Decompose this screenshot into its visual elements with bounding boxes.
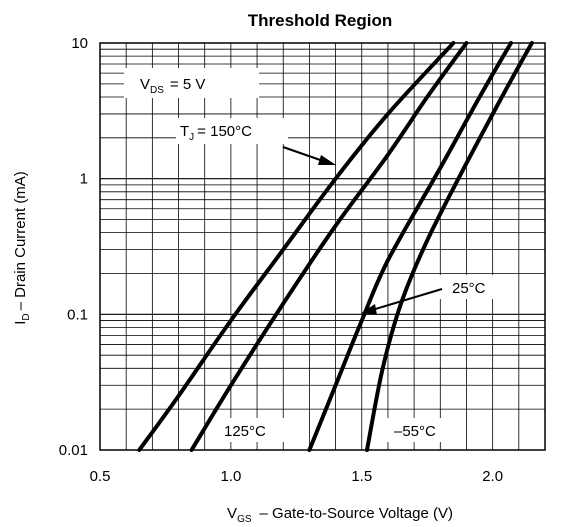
x-tick-label: 1.5 [351, 468, 372, 485]
vds-annotation: VDS = 5 V [140, 76, 205, 96]
tj-label-background [176, 118, 288, 144]
x-tick-label: 2.0 [482, 468, 503, 485]
arrow-25c-head [361, 304, 377, 315]
series-curve [189, 41, 469, 452]
chart-title: Threshold Region [248, 11, 393, 30]
y-tick-label: 0.01 [59, 442, 88, 459]
arrow-25c-line [371, 288, 443, 311]
y-axis-label-rest: – Drain Current (mA) [12, 171, 29, 310]
y-axis-label-sub: D [21, 313, 32, 320]
tj-annotation: TJ = 150°C [180, 123, 252, 143]
y-tick-labels: 0.01 0.1 1 10 [59, 35, 88, 459]
grid-lines [100, 43, 545, 450]
tj-arrow-head [318, 155, 336, 165]
vds-label-background [124, 68, 259, 98]
x-axis-label-rest: – Gate-to-Source Voltage (V) [260, 505, 453, 522]
label-125c-background [218, 418, 286, 442]
tj-arrow-line [282, 146, 327, 163]
y-tick-label: 1 [80, 171, 88, 188]
tj-main: T [180, 123, 189, 140]
y-tick-label: 10 [71, 35, 88, 52]
x-axis-label-main: V [227, 505, 237, 522]
y-axis-label: ID – Drain Current (mA) [12, 171, 32, 325]
vds-sub: DS [150, 85, 164, 96]
label-25c-background [438, 275, 500, 299]
x-axis-label-sub: GS [237, 514, 252, 525]
label-m55c: –55°C [394, 423, 436, 440]
x-tick-labels: 0.5 1.0 1.5 2.0 [90, 468, 504, 485]
x-tick-label: 0.5 [90, 468, 111, 485]
x-tick-label: 1.0 [220, 468, 241, 485]
curves [137, 41, 534, 452]
y-axis-label-main: I [12, 321, 29, 325]
vds-rest: = 5 V [170, 76, 205, 93]
series-curve [365, 41, 534, 452]
label-125c: 125°C [224, 423, 266, 440]
x-axis-label: VGS – Gate-to-Source Voltage (V) [227, 505, 453, 525]
tj-sub: J [189, 132, 194, 143]
y-tick-label: 0.1 [67, 306, 88, 323]
label-m55c-background [386, 418, 456, 442]
vds-main: V [140, 76, 150, 93]
tj-rest: = 150°C [197, 123, 252, 140]
series-curve [307, 41, 513, 452]
plot-frame [99, 42, 546, 451]
label-25c: 25°C [452, 280, 486, 297]
series-curve [137, 41, 456, 452]
